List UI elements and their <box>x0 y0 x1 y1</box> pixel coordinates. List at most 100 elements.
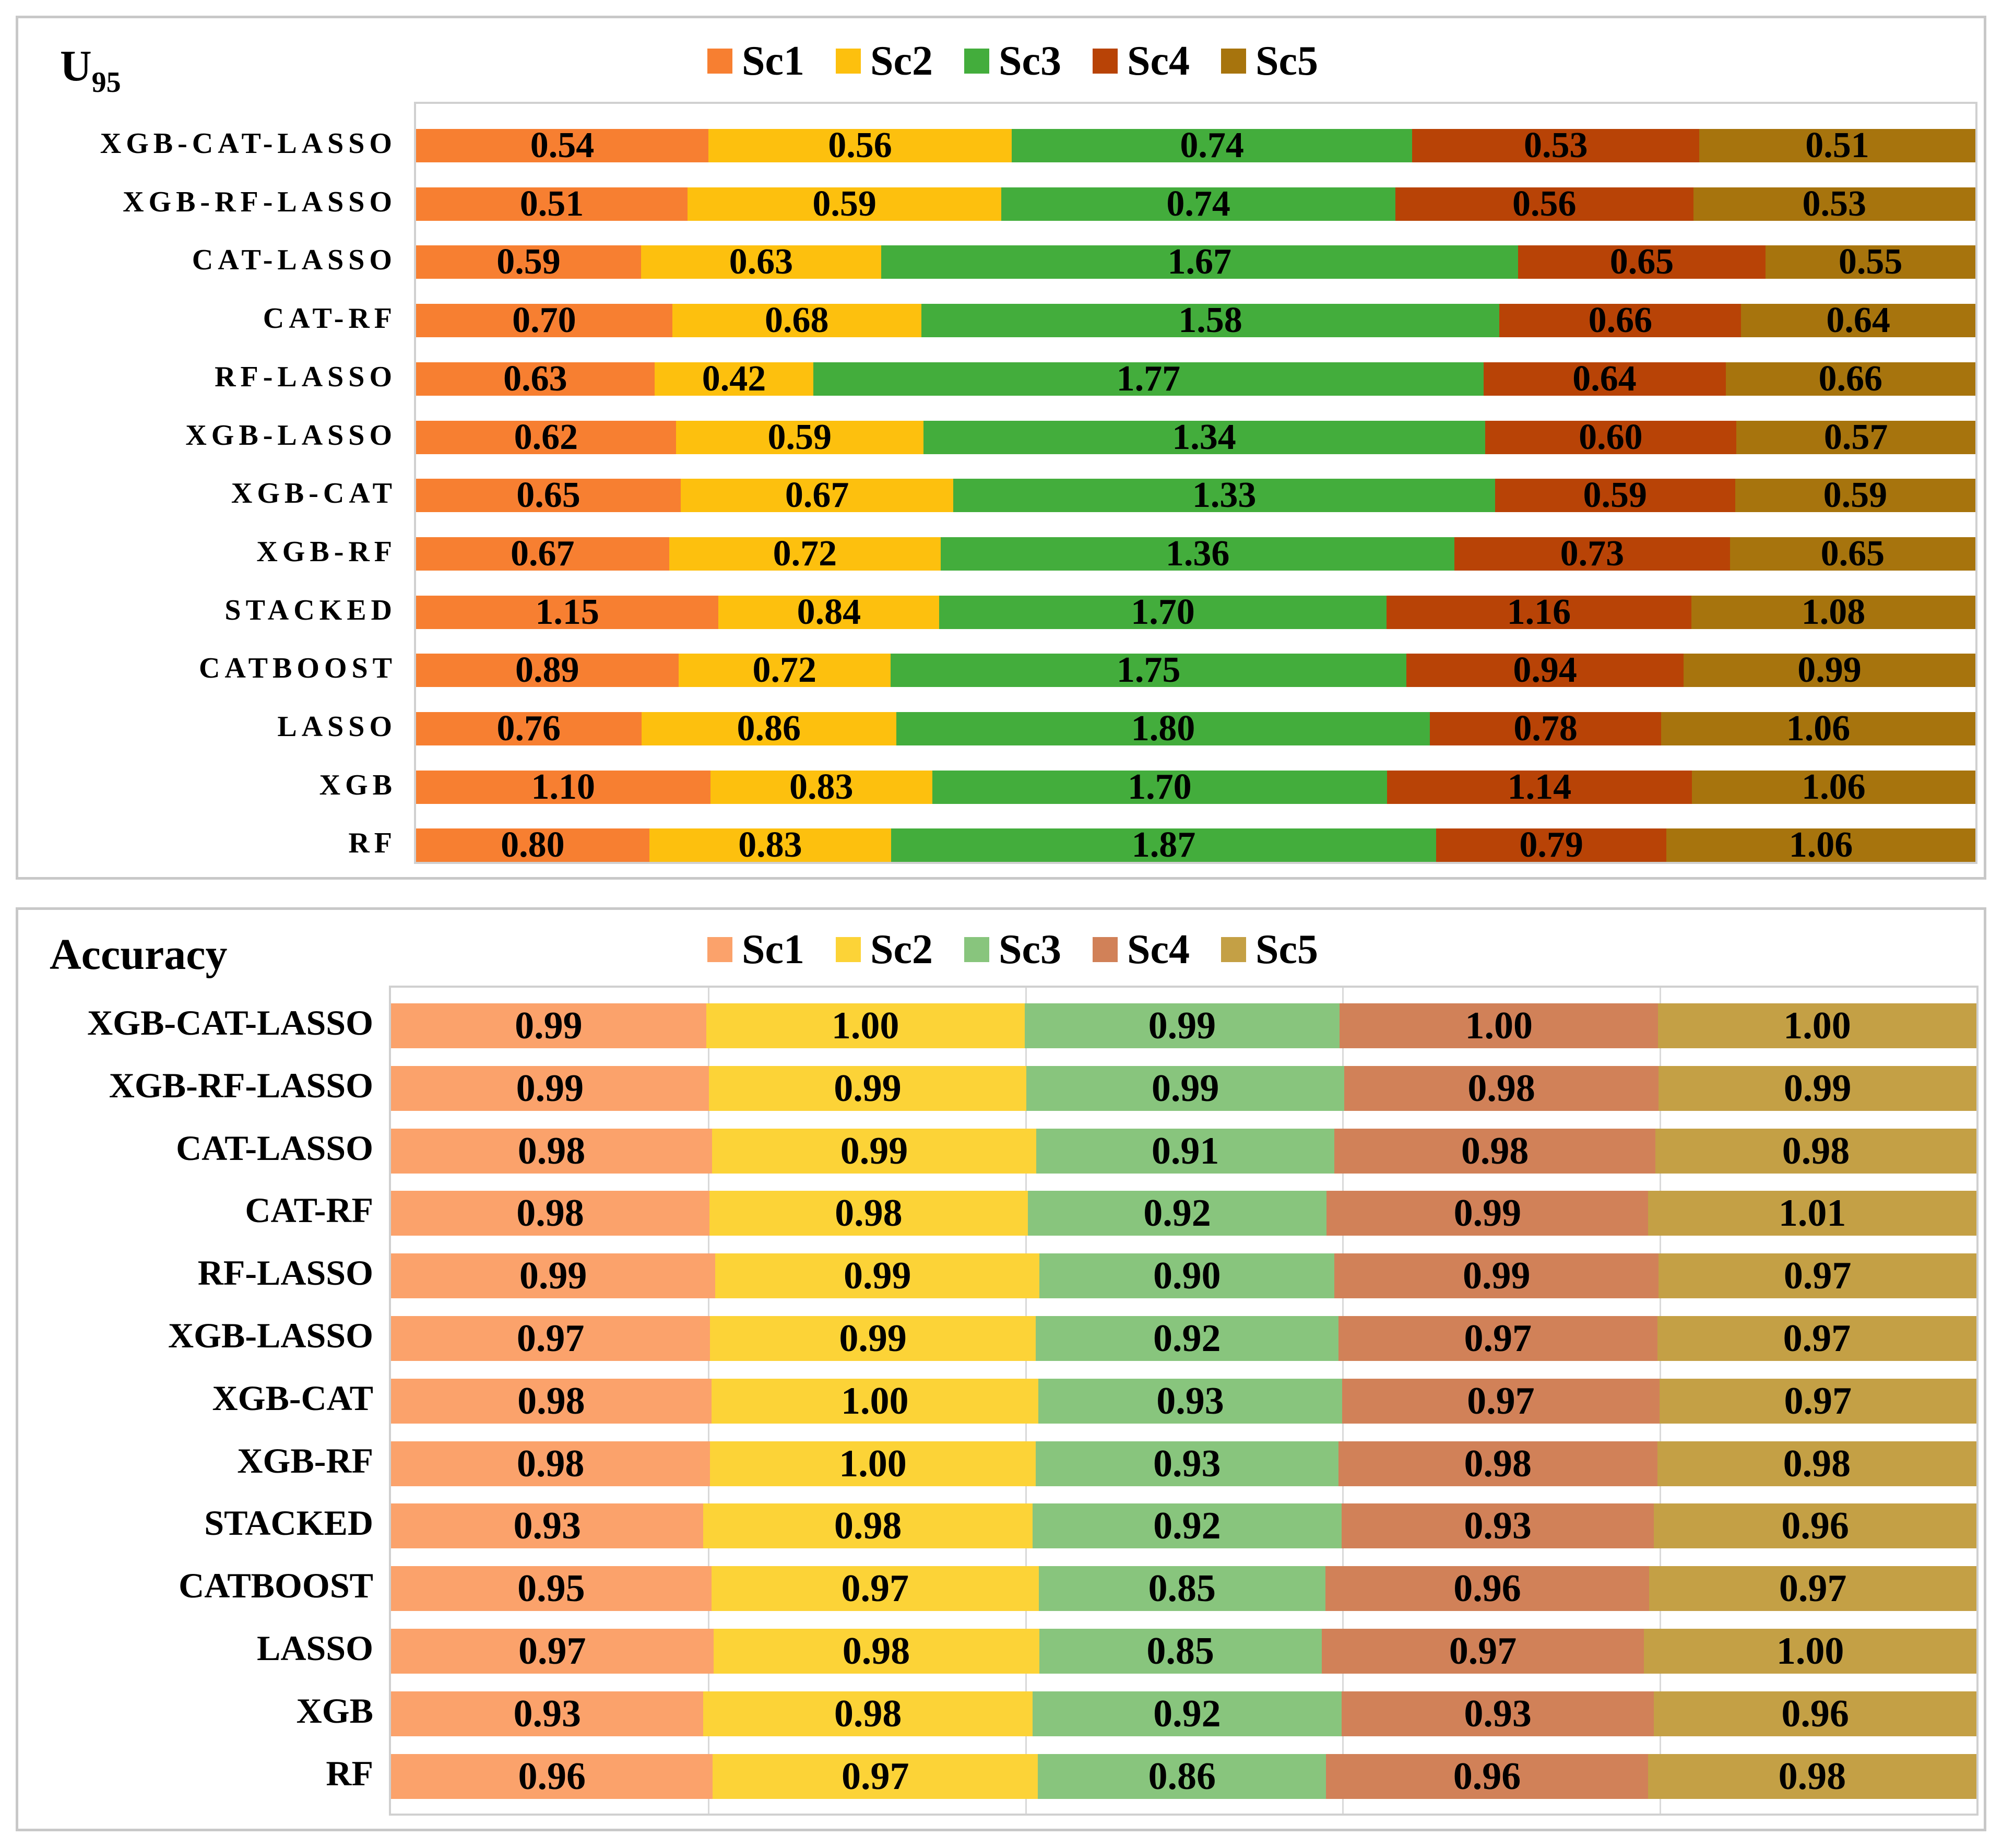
legend-swatch-sc1 <box>707 49 732 74</box>
u95-bar-row: 0.76 0.86 1.80 0.78 1.06 <box>416 712 1975 745</box>
u95-bar-sc3: 1.58 <box>921 304 1500 337</box>
accuracy-bar-row: 0.98 1.00 0.93 0.97 0.97 <box>391 1379 1976 1424</box>
accuracy-bar-sc3: 0.93 <box>1035 1441 1338 1486</box>
accuracy-bar-sc4: 0.99 <box>1334 1253 1659 1298</box>
legend-swatch-sc5 <box>1221 937 1246 962</box>
u95-bar-sc3: 1.80 <box>896 712 1430 745</box>
accuracy-bar-sc3: 0.93 <box>1038 1379 1343 1424</box>
accuracy-bar-sc1: 0.97 <box>391 1629 714 1674</box>
legend-label-sc2: Sc2 <box>870 38 933 84</box>
u95-bar-sc1: 0.76 <box>416 712 642 745</box>
accuracy-bar-sc2: 0.99 <box>712 1129 1037 1174</box>
accuracy-legend: Sc1 Sc2 Sc3 Sc4 Sc5 <box>707 929 1349 970</box>
accuracy-bar-sc3: 0.91 <box>1036 1129 1335 1174</box>
accuracy-bar-sc4: 0.97 <box>1321 1629 1644 1674</box>
accuracy-bar-sc3: 0.99 <box>1024 1003 1340 1048</box>
accuracy-bar-sc4: 0.96 <box>1325 1566 1650 1611</box>
accuracy-bar-sc4: 0.98 <box>1344 1066 1659 1111</box>
u95-bar-sc5: 1.06 <box>1661 712 1975 745</box>
u95-bar-row: 0.65 0.67 1.33 0.59 0.59 <box>416 479 1975 512</box>
u95-legend: Sc1 Sc2 Sc3 Sc4 Sc5 <box>707 40 1349 82</box>
u95-bar-sc3: 0.74 <box>1001 187 1395 221</box>
accuracy-bar-sc5: 1.01 <box>1648 1191 1976 1236</box>
u95-bar-sc1: 0.59 <box>416 245 641 279</box>
legend-item-sc5: Sc5 <box>1221 929 1318 970</box>
accuracy-chart-panel: Accuracy Sc1 Sc2 Sc3 Sc4 Sc5 0.99 1.00 0.99 1.0… <box>16 907 1986 1831</box>
legend-label-sc5: Sc5 <box>1255 38 1318 84</box>
u95-bar-sc5: 0.53 <box>1693 187 1975 221</box>
u95-bar-sc1: 0.89 <box>416 654 679 687</box>
u95-bar-sc2: 0.84 <box>718 596 940 629</box>
accuracy-bar-sc2: 0.97 <box>713 1754 1038 1799</box>
u95-bar-sc4: 0.78 <box>1430 712 1662 745</box>
legend-swatch-sc2 <box>836 49 861 74</box>
accuracy-bar-sc1: 0.99 <box>391 1003 706 1048</box>
accuracy-bar-sc1: 0.98 <box>391 1379 712 1424</box>
u95-bar-sc3: 1.70 <box>939 596 1387 629</box>
u95-bar-sc5: 0.57 <box>1736 421 1975 454</box>
accuracy-bar-sc1: 0.93 <box>391 1691 704 1736</box>
accuracy-category-label: CAT-RF <box>245 1190 373 1230</box>
legend-label-sc2: Sc2 <box>870 927 933 973</box>
accuracy-bar-sc2: 1.00 <box>711 1379 1038 1424</box>
u95-bar-sc5: 1.08 <box>1691 596 1975 629</box>
accuracy-plot-area: 0.99 1.00 0.99 1.00 1.00 0.99 0.99 0.99 0.98 0.99… <box>389 986 1979 1816</box>
legend-swatch-sc5 <box>1221 49 1246 74</box>
accuracy-bar-row: 0.96 0.97 0.86 0.96 0.98 <box>391 1754 1976 1799</box>
u95-category-label: STACKED <box>224 594 397 626</box>
u95-category-label: CAT-RF <box>263 302 397 335</box>
accuracy-bar-sc5: 1.00 <box>1644 1629 1976 1674</box>
accuracy-category-label: LASSO <box>257 1628 373 1668</box>
u95-bar-row: 0.80 0.83 1.87 0.79 1.06 <box>416 828 1975 862</box>
u95-bar-sc1: 0.51 <box>416 187 688 221</box>
u95-bar-sc5: 0.64 <box>1741 304 1975 337</box>
u95-category-label: XGB-RF <box>256 536 397 568</box>
legend-item-sc1: Sc1 <box>707 929 804 970</box>
accuracy-bar-sc4: 0.93 <box>1341 1691 1654 1736</box>
accuracy-bar-sc4: 0.97 <box>1338 1316 1657 1361</box>
u95-bar-sc1: 1.10 <box>416 771 710 804</box>
accuracy-chart-title: Accuracy <box>50 930 228 979</box>
legend-item-sc5: Sc5 <box>1221 40 1318 82</box>
legend-label-sc3: Sc3 <box>999 927 1061 973</box>
u95-bar-sc2: 0.67 <box>680 479 954 512</box>
u95-bar-row: 0.70 0.68 1.58 0.66 0.64 <box>416 304 1975 337</box>
u95-bar-row: 0.54 0.56 0.74 0.53 0.51 <box>416 129 1975 162</box>
accuracy-bar-row: 0.93 0.98 0.92 0.93 0.96 <box>391 1691 1976 1736</box>
accuracy-category-label: XGB-CAT <box>212 1378 373 1418</box>
u95-bar-row: 1.10 0.83 1.70 1.14 1.06 <box>416 771 1975 804</box>
accuracy-bar-sc3: 0.99 <box>1026 1066 1344 1111</box>
accuracy-bar-sc1: 0.98 <box>391 1441 710 1486</box>
accuracy-bar-sc2: 0.98 <box>713 1629 1039 1674</box>
u95-bar-row: 1.15 0.84 1.70 1.16 1.08 <box>416 596 1975 629</box>
accuracy-bar-row: 0.93 0.98 0.92 0.93 0.96 <box>391 1503 1976 1548</box>
u95-category-label: CATBOOST <box>198 652 397 684</box>
accuracy-category-label: XGB <box>296 1691 373 1731</box>
accuracy-bar-sc4: 0.98 <box>1338 1441 1657 1486</box>
u95-bar-sc1: 0.70 <box>416 304 672 337</box>
accuracy-category-label: CAT-LASSO <box>176 1128 373 1168</box>
accuracy-bar-sc4: 0.98 <box>1334 1129 1656 1174</box>
accuracy-bar-row: 0.95 0.97 0.85 0.96 0.97 <box>391 1566 1976 1611</box>
accuracy-bar-sc4: 0.93 <box>1341 1503 1654 1548</box>
accuracy-bar-sc5: 0.99 <box>1659 1066 1976 1111</box>
u95-chart-title: U95 <box>60 42 121 99</box>
accuracy-category-label: CATBOOST <box>179 1566 373 1605</box>
legend-item-sc1: Sc1 <box>707 40 804 82</box>
u95-category-label: XGB-LASSO <box>185 419 397 452</box>
u95-bar-sc3: 1.33 <box>953 479 1495 512</box>
u95-bar-sc4: 0.64 <box>1483 362 1726 396</box>
accuracy-bar-sc1: 0.98 <box>391 1191 709 1236</box>
accuracy-bar-sc3: 0.85 <box>1039 1629 1322 1674</box>
accuracy-bar-sc1: 0.95 <box>391 1566 712 1611</box>
legend-item-sc4: Sc4 <box>1093 929 1190 970</box>
accuracy-bar-row: 0.98 0.98 0.92 0.99 1.01 <box>391 1191 1976 1236</box>
accuracy-bar-sc5: 0.98 <box>1657 1441 1976 1486</box>
accuracy-bar-row: 0.98 1.00 0.93 0.98 0.98 <box>391 1441 1976 1486</box>
u95-plot-area: 0.54 0.56 0.74 0.53 0.51 0.51 0.59 0.74 0.56 0.53… <box>414 102 1977 864</box>
u95-bar-sc5: 0.65 <box>1729 537 1975 571</box>
u95-bar-sc3: 0.74 <box>1011 129 1413 162</box>
accuracy-category-label: RF <box>326 1754 373 1793</box>
u95-bar-sc5: 0.99 <box>1683 654 1975 687</box>
u95-chart-panel: U95 Sc1 Sc2 Sc3 Sc4 Sc5 0.54 0.56 0.74 0.53 0.51… <box>16 16 1986 880</box>
